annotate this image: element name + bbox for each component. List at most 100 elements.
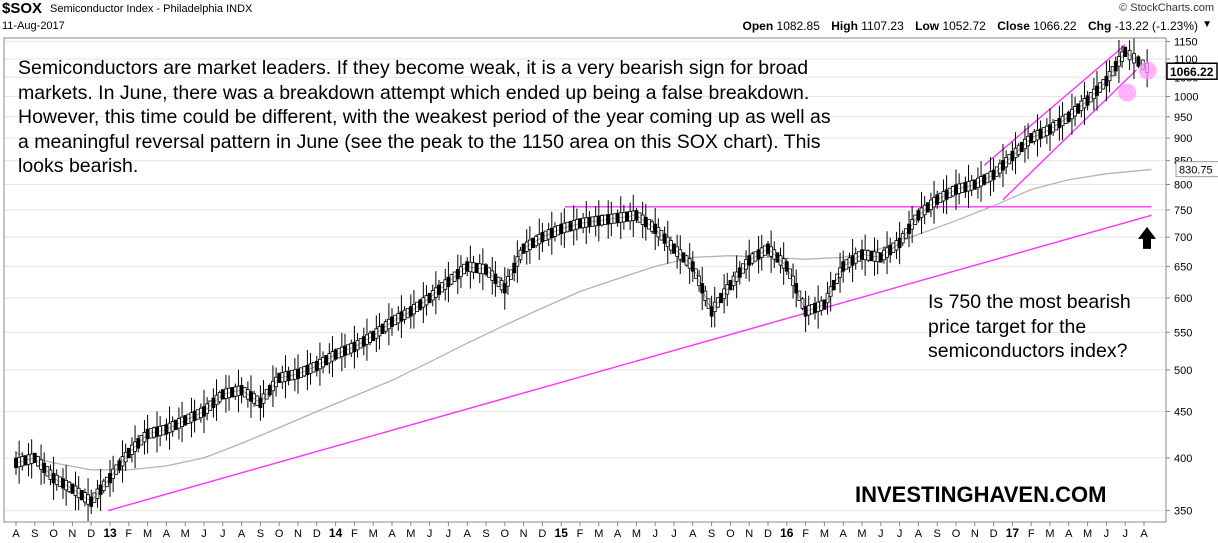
x-tick-label: O bbox=[49, 528, 58, 540]
low-label: Low bbox=[915, 19, 940, 33]
open-label: Open bbox=[742, 19, 774, 33]
price-line bbox=[15, 51, 1152, 503]
y-tick-label: 400 bbox=[1174, 453, 1192, 465]
x-tick-label: D bbox=[990, 528, 998, 540]
x-tick-label: F bbox=[351, 528, 358, 540]
x-tick-label: J bbox=[652, 528, 658, 540]
x-tick-label: D bbox=[313, 528, 321, 540]
grid bbox=[4, 40, 1166, 512]
open-value: 1082.85 bbox=[776, 19, 820, 33]
high-label: High bbox=[831, 19, 858, 33]
x-tick-label: M bbox=[857, 528, 866, 540]
axes: 3504004505005506006507007508008509009501… bbox=[3, 36, 1218, 540]
last-price-label: 1066.22 bbox=[1170, 65, 1214, 79]
brand-watermark: INVESTINGHAVEN.COM bbox=[855, 482, 1107, 507]
chart-symbol: $SOX bbox=[2, 0, 43, 17]
x-tick-label: A bbox=[689, 528, 697, 540]
price-series bbox=[14, 37, 1152, 522]
annotation-right: Is 750 the most bearish price target for… bbox=[928, 291, 1131, 362]
x-tick-label: S bbox=[257, 528, 264, 540]
y-tick-label: 950 bbox=[1174, 112, 1192, 124]
x-tick-label: A bbox=[464, 528, 472, 540]
x-tick-label: M bbox=[369, 528, 378, 540]
x-tick-label: J bbox=[427, 528, 433, 540]
x-tick-label: A bbox=[1065, 528, 1073, 540]
x-tick-label: J bbox=[671, 528, 677, 540]
y-tick-label: 1150 bbox=[1174, 36, 1198, 48]
x-tick-label: D bbox=[764, 528, 772, 540]
trendline bbox=[983, 44, 1126, 166]
high-value: 1107.23 bbox=[861, 19, 904, 33]
y-tick-label: 550 bbox=[1174, 327, 1192, 339]
y-tick-label: 800 bbox=[1174, 180, 1192, 192]
y-tick-label: 350 bbox=[1174, 506, 1192, 518]
copyright-link[interactable]: © StockCharts.com bbox=[1119, 2, 1214, 14]
x-tick-label: A bbox=[12, 528, 20, 540]
trendline bbox=[1002, 69, 1137, 201]
ohlc-readout: Open 1082.85 High 1107.23 Low 1052.72 Cl… bbox=[743, 19, 1199, 33]
x-tick-label: F bbox=[577, 528, 584, 540]
x-tick-label: D bbox=[538, 528, 546, 540]
y-tick-label: 650 bbox=[1174, 261, 1192, 273]
x-tick-label: S bbox=[708, 528, 715, 540]
x-tick-label: J bbox=[878, 528, 884, 540]
x-tick-label: S bbox=[482, 528, 489, 540]
x-tick-label: A bbox=[840, 528, 848, 540]
x-tick-label: M bbox=[143, 528, 152, 540]
highlight-circle bbox=[1118, 83, 1137, 102]
x-tick-label: N bbox=[745, 528, 753, 540]
highlight-marks bbox=[1118, 61, 1157, 249]
x-tick-label: M bbox=[181, 528, 190, 540]
up-arrow-icon bbox=[1138, 226, 1156, 249]
x-tick-label: F bbox=[1028, 528, 1035, 540]
x-tick-label: 16 bbox=[780, 526, 794, 540]
low-value: 1052.72 bbox=[942, 19, 986, 33]
x-tick-label: M bbox=[632, 528, 641, 540]
chart-name-text: Semiconductor Index - Philadelphia bbox=[50, 3, 224, 15]
x-tick-label: D bbox=[87, 528, 95, 540]
y-tick-label: 450 bbox=[1174, 406, 1192, 418]
x-tick-label: A bbox=[388, 528, 396, 540]
close-value: 1066.22 bbox=[1033, 19, 1077, 33]
x-tick-label: J bbox=[897, 528, 903, 540]
x-tick-label: N bbox=[294, 528, 302, 540]
annotation-left: Semiconductors are market leaders. If th… bbox=[18, 57, 831, 177]
x-tick-label: O bbox=[275, 528, 284, 540]
dropdown-arrow-icon[interactable]: ▼ bbox=[1202, 19, 1212, 30]
plot-frame bbox=[3, 37, 1167, 523]
chg-label: Chg bbox=[1087, 19, 1112, 33]
x-tick-label: M bbox=[1045, 528, 1054, 540]
x-tick-label: N bbox=[971, 528, 979, 540]
exchange-label: INDX bbox=[226, 3, 253, 15]
x-tick-label: A bbox=[238, 528, 246, 540]
x-tick-label: M bbox=[406, 528, 415, 540]
x-tick-label: S bbox=[934, 528, 941, 540]
x-tick-label: F bbox=[802, 528, 809, 540]
x-tick-label: M bbox=[820, 528, 829, 540]
y-tick-label: 750 bbox=[1174, 205, 1192, 217]
x-tick-label: J bbox=[446, 528, 452, 540]
x-tick-label: N bbox=[520, 528, 528, 540]
y-tick-label: 600 bbox=[1174, 293, 1192, 305]
x-tick-label: 15 bbox=[555, 526, 569, 540]
x-tick-label: 13 bbox=[103, 526, 117, 540]
x-tick-label: J bbox=[220, 528, 226, 540]
x-tick-label: J bbox=[1104, 528, 1110, 540]
y-tick-label: 900 bbox=[1174, 133, 1192, 145]
x-tick-label: O bbox=[726, 528, 735, 540]
trendlines bbox=[107, 44, 1152, 512]
x-tick-label: M bbox=[594, 528, 603, 540]
x-tick-label: A bbox=[915, 528, 923, 540]
x-tick-label: N bbox=[68, 528, 76, 540]
ma-value-label: 830.75 bbox=[1179, 165, 1213, 177]
y-tick-label: 700 bbox=[1174, 232, 1192, 244]
close-label: Close bbox=[997, 19, 1030, 33]
x-tick-label: A bbox=[1140, 528, 1148, 540]
chg-value: -13.22 (-1.23%) bbox=[1114, 19, 1198, 33]
chart-date: 11-Aug-2017 bbox=[2, 20, 65, 32]
moving-average bbox=[15, 168, 1152, 471]
x-tick-label: 17 bbox=[1006, 526, 1020, 540]
trendline bbox=[107, 214, 1152, 512]
x-tick-label: M bbox=[1083, 528, 1092, 540]
